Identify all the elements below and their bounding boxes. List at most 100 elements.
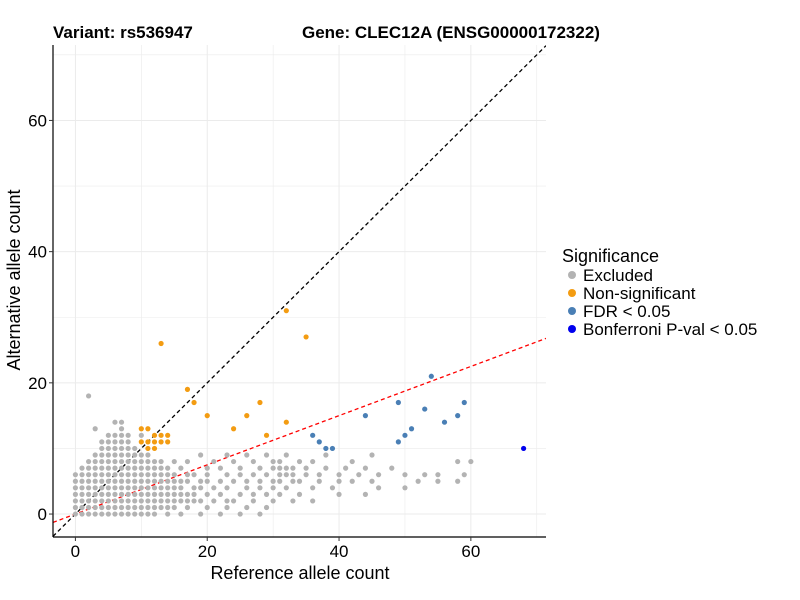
point-excluded [99,458,105,465]
point-non-significant [263,432,270,438]
point-excluded [204,472,210,478]
point-excluded [257,511,263,517]
point-excluded [145,498,151,504]
point-fdr-0-05 [408,426,415,432]
point-excluded [118,478,125,484]
point-excluded [290,478,296,484]
point-excluded [85,465,92,471]
point-excluded [171,485,177,491]
point-excluded [138,511,144,517]
point-excluded [145,478,151,484]
point-excluded [283,465,289,471]
point-fdr-0-05 [323,445,329,452]
point-excluded [375,472,382,478]
point-excluded [362,465,369,471]
point-excluded [277,472,283,478]
point-excluded [191,498,197,504]
point-excluded [356,472,362,478]
point-excluded [303,465,309,471]
point-excluded [158,491,164,497]
point-excluded [217,511,224,517]
x-tick-label: 60 [461,542,480,561]
point-non-significant [303,334,309,340]
point-excluded [362,491,369,497]
point-non-significant [145,426,151,432]
point-excluded [250,498,256,504]
point-excluded [79,465,85,471]
point-excluded [92,458,98,465]
point-excluded [165,498,171,504]
point-excluded [158,485,164,491]
point-excluded [92,491,98,497]
point-excluded [92,485,98,491]
legend: Significance ExcludedNon-significantFDR … [562,246,757,339]
point-excluded [138,432,144,438]
point-excluded [158,478,164,484]
point-excluded [435,478,441,484]
point-excluded [125,478,131,484]
point-excluded [316,472,322,478]
point-excluded [165,478,171,484]
point-excluded [151,511,158,517]
y-tick-label: 40 [28,243,47,262]
point-excluded [402,472,408,478]
point-excluded [118,445,125,452]
point-excluded [158,498,164,504]
point-excluded [250,458,256,465]
point-excluded [184,498,191,504]
point-excluded [138,472,144,478]
point-excluded [118,452,125,458]
point-excluded [336,472,342,478]
point-excluded [125,504,131,511]
point-excluded [72,478,79,484]
point-excluded [290,472,296,478]
point-excluded [244,452,250,458]
point-excluded [184,491,191,497]
point-excluded [191,491,197,497]
point-excluded [184,504,191,511]
point-excluded [145,485,151,491]
point-excluded [118,472,125,478]
point-excluded [244,478,250,484]
point-excluded [145,452,151,458]
point-non-significant [283,308,289,314]
point-excluded [198,511,204,517]
point-excluded [257,485,263,491]
point-excluded [277,458,283,465]
point-excluded [79,485,85,491]
point-excluded [310,498,316,504]
point-excluded [151,485,158,491]
point-non-significant [257,399,263,406]
point-excluded [151,504,158,511]
point-excluded [224,498,230,504]
point-excluded [184,478,191,484]
point-excluded [158,472,164,478]
point-excluded [224,504,230,511]
point-excluded [99,439,105,445]
legend-title: Significance [562,246,659,266]
point-excluded [79,511,85,517]
point-excluded [277,478,283,484]
point-excluded [237,511,243,517]
point-non-significant [191,399,197,406]
point-excluded [171,504,177,511]
point-excluded [303,472,309,478]
point-excluded [158,504,164,511]
point-excluded [112,478,118,484]
point-excluded [290,465,296,471]
point-excluded [85,498,92,504]
point-excluded [204,504,210,511]
point-excluded [105,432,111,438]
point-excluded [99,465,105,471]
point-excluded [263,491,270,497]
point-excluded [343,465,349,471]
point-excluded [178,491,184,497]
point-excluded [151,498,158,504]
point-non-significant [145,445,151,452]
point-excluded [296,478,303,484]
point-excluded [118,511,125,517]
point-non-significant [158,432,164,438]
point-excluded [85,485,92,491]
point-excluded [422,472,428,478]
point-excluded [105,439,111,445]
